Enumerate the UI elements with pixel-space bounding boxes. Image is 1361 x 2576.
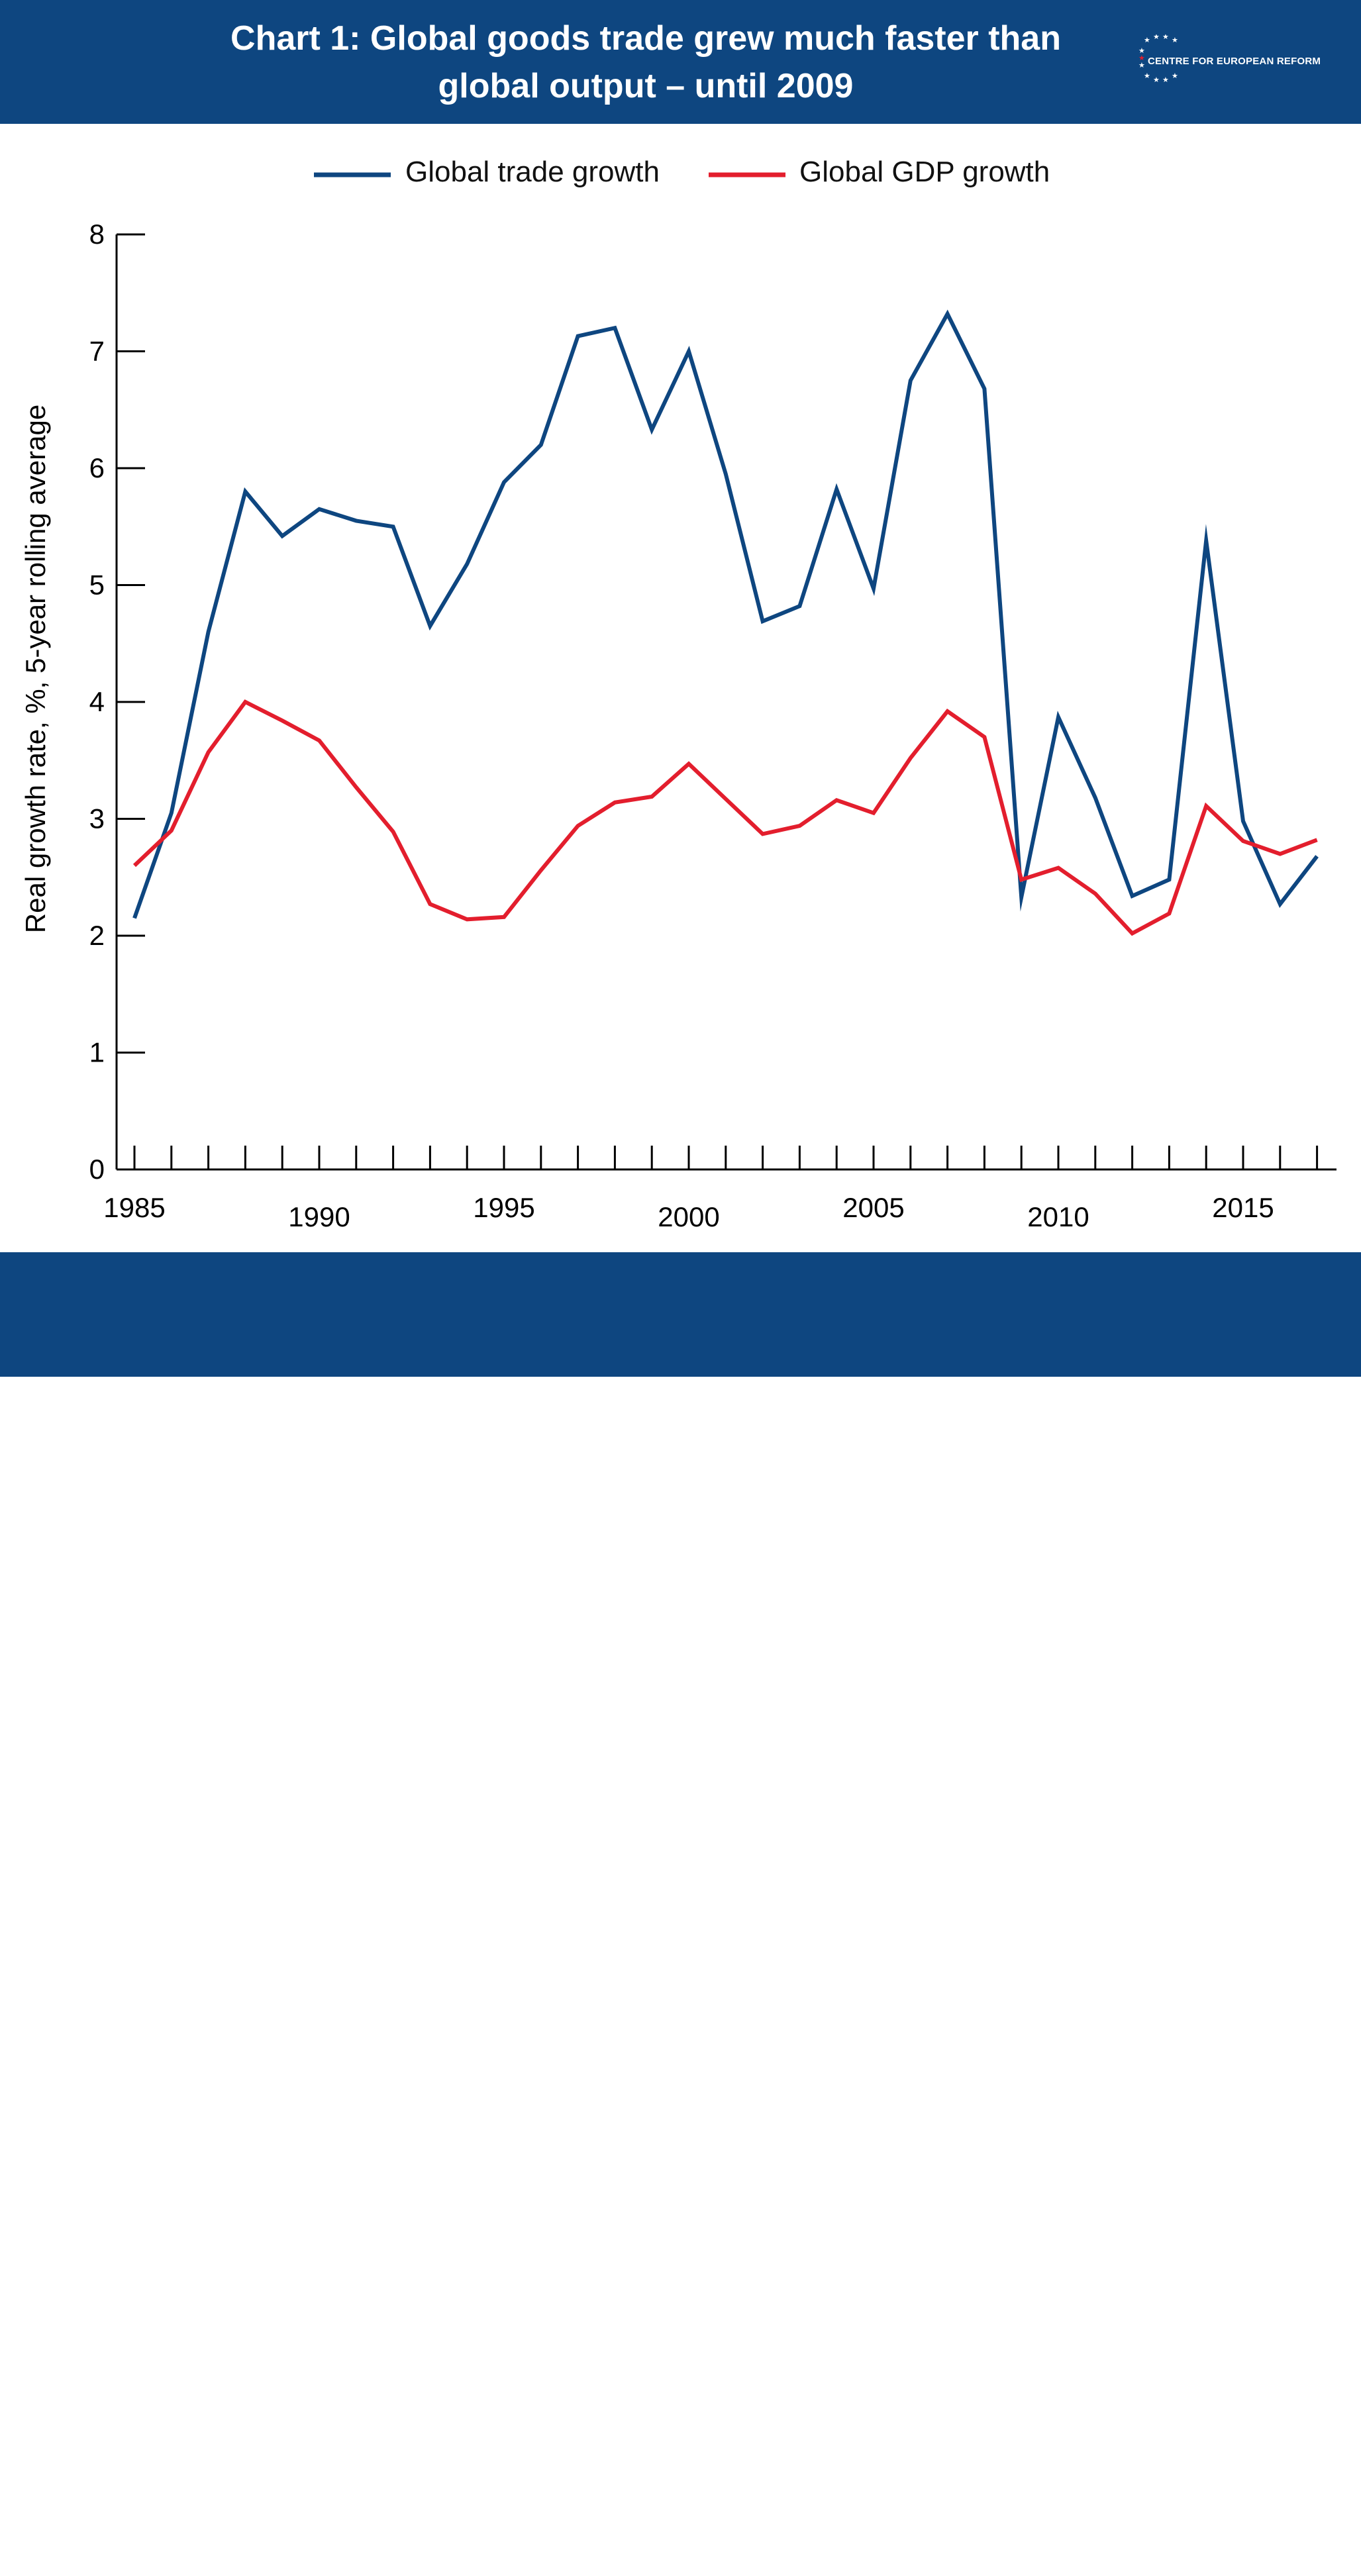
chart-title-line-1: Chart 1: Global goods trade grew much fa… (230, 19, 1061, 58)
legend-label-global-trade-growth: Global trade growth (405, 156, 660, 188)
chart-legend: Global trade growth Global GDP growth (314, 156, 1050, 188)
logo-text: CENTRE FOR EUROPEAN REFORM (1148, 56, 1321, 67)
header-banner: Chart 1: Global goods trade grew much fa… (0, 0, 1361, 124)
cer-logo-stars-icon: ★ ★ ★ ★ ★ ★ ★ ★ ★ ★ ★ (1138, 34, 1178, 84)
y-tick-label: 3 (89, 803, 105, 834)
y-axis-title-group: Real growth rate, %, 5-year rolling aver… (20, 405, 51, 933)
x-tick-label: 2015 (1212, 1192, 1274, 1223)
svg-text:★: ★ (1172, 36, 1178, 44)
series-line-global-trade-growth (132, 309, 1319, 919)
svg-text:★: ★ (1138, 61, 1145, 70)
svg-text:★: ★ (1153, 75, 1160, 84)
svg-text:★: ★ (1162, 75, 1169, 84)
line-chart: Global trade growth Global GDP growth Rea… (20, 156, 1336, 1232)
svg-text:★: ★ (1144, 72, 1150, 80)
chart-title: Chart 1: Global goods trade grew much fa… (179, 15, 1113, 110)
x-tick-label: 2005 (842, 1192, 904, 1223)
series-line-global-gdp-growth (132, 699, 1318, 936)
chart-series-layer (132, 309, 1319, 936)
y-tick-label: 4 (89, 686, 105, 717)
y-tick-label: 5 (89, 570, 105, 601)
svg-text:★: ★ (1138, 46, 1145, 55)
x-tick-label: 1995 (473, 1192, 534, 1223)
x-tick-label: 2010 (1027, 1201, 1089, 1232)
y-tick-label: 7 (89, 336, 105, 367)
y-tick-label: 2 (89, 920, 105, 951)
legend-label-global-gdp-growth: Global GDP growth (799, 156, 1050, 188)
x-tick-label: 1990 (288, 1201, 350, 1232)
y-tick-label: 8 (89, 219, 105, 250)
x-tick-label: 2000 (658, 1201, 719, 1232)
y-tick-label: 6 (89, 452, 105, 483)
svg-text:★: ★ (1144, 36, 1150, 44)
y-tick-label: 0 (89, 1154, 105, 1185)
svg-text:★: ★ (1162, 34, 1169, 41)
y-axis-title: Real growth rate, %, 5-year rolling aver… (20, 405, 51, 933)
svg-text:★: ★ (1153, 34, 1160, 41)
y-tick-label: 1 (89, 1037, 105, 1068)
chart-axes: 0 1 2 3 4 5 6 7 8 1985 1990 1995 2000 2005 2010 2015 (89, 219, 1336, 1232)
source-note: Source: CER based on World Bank and Worl… (24, 2548, 781, 2575)
svg-text:★: ★ (1138, 54, 1145, 62)
footer-banner: Source: CER based on World Bank and Worl… (0, 1252, 1361, 2575)
chart-title-line-2: global output – until 2009 (438, 67, 854, 105)
svg-text:★: ★ (1172, 72, 1178, 80)
x-tick-label: 1985 (103, 1192, 165, 1223)
